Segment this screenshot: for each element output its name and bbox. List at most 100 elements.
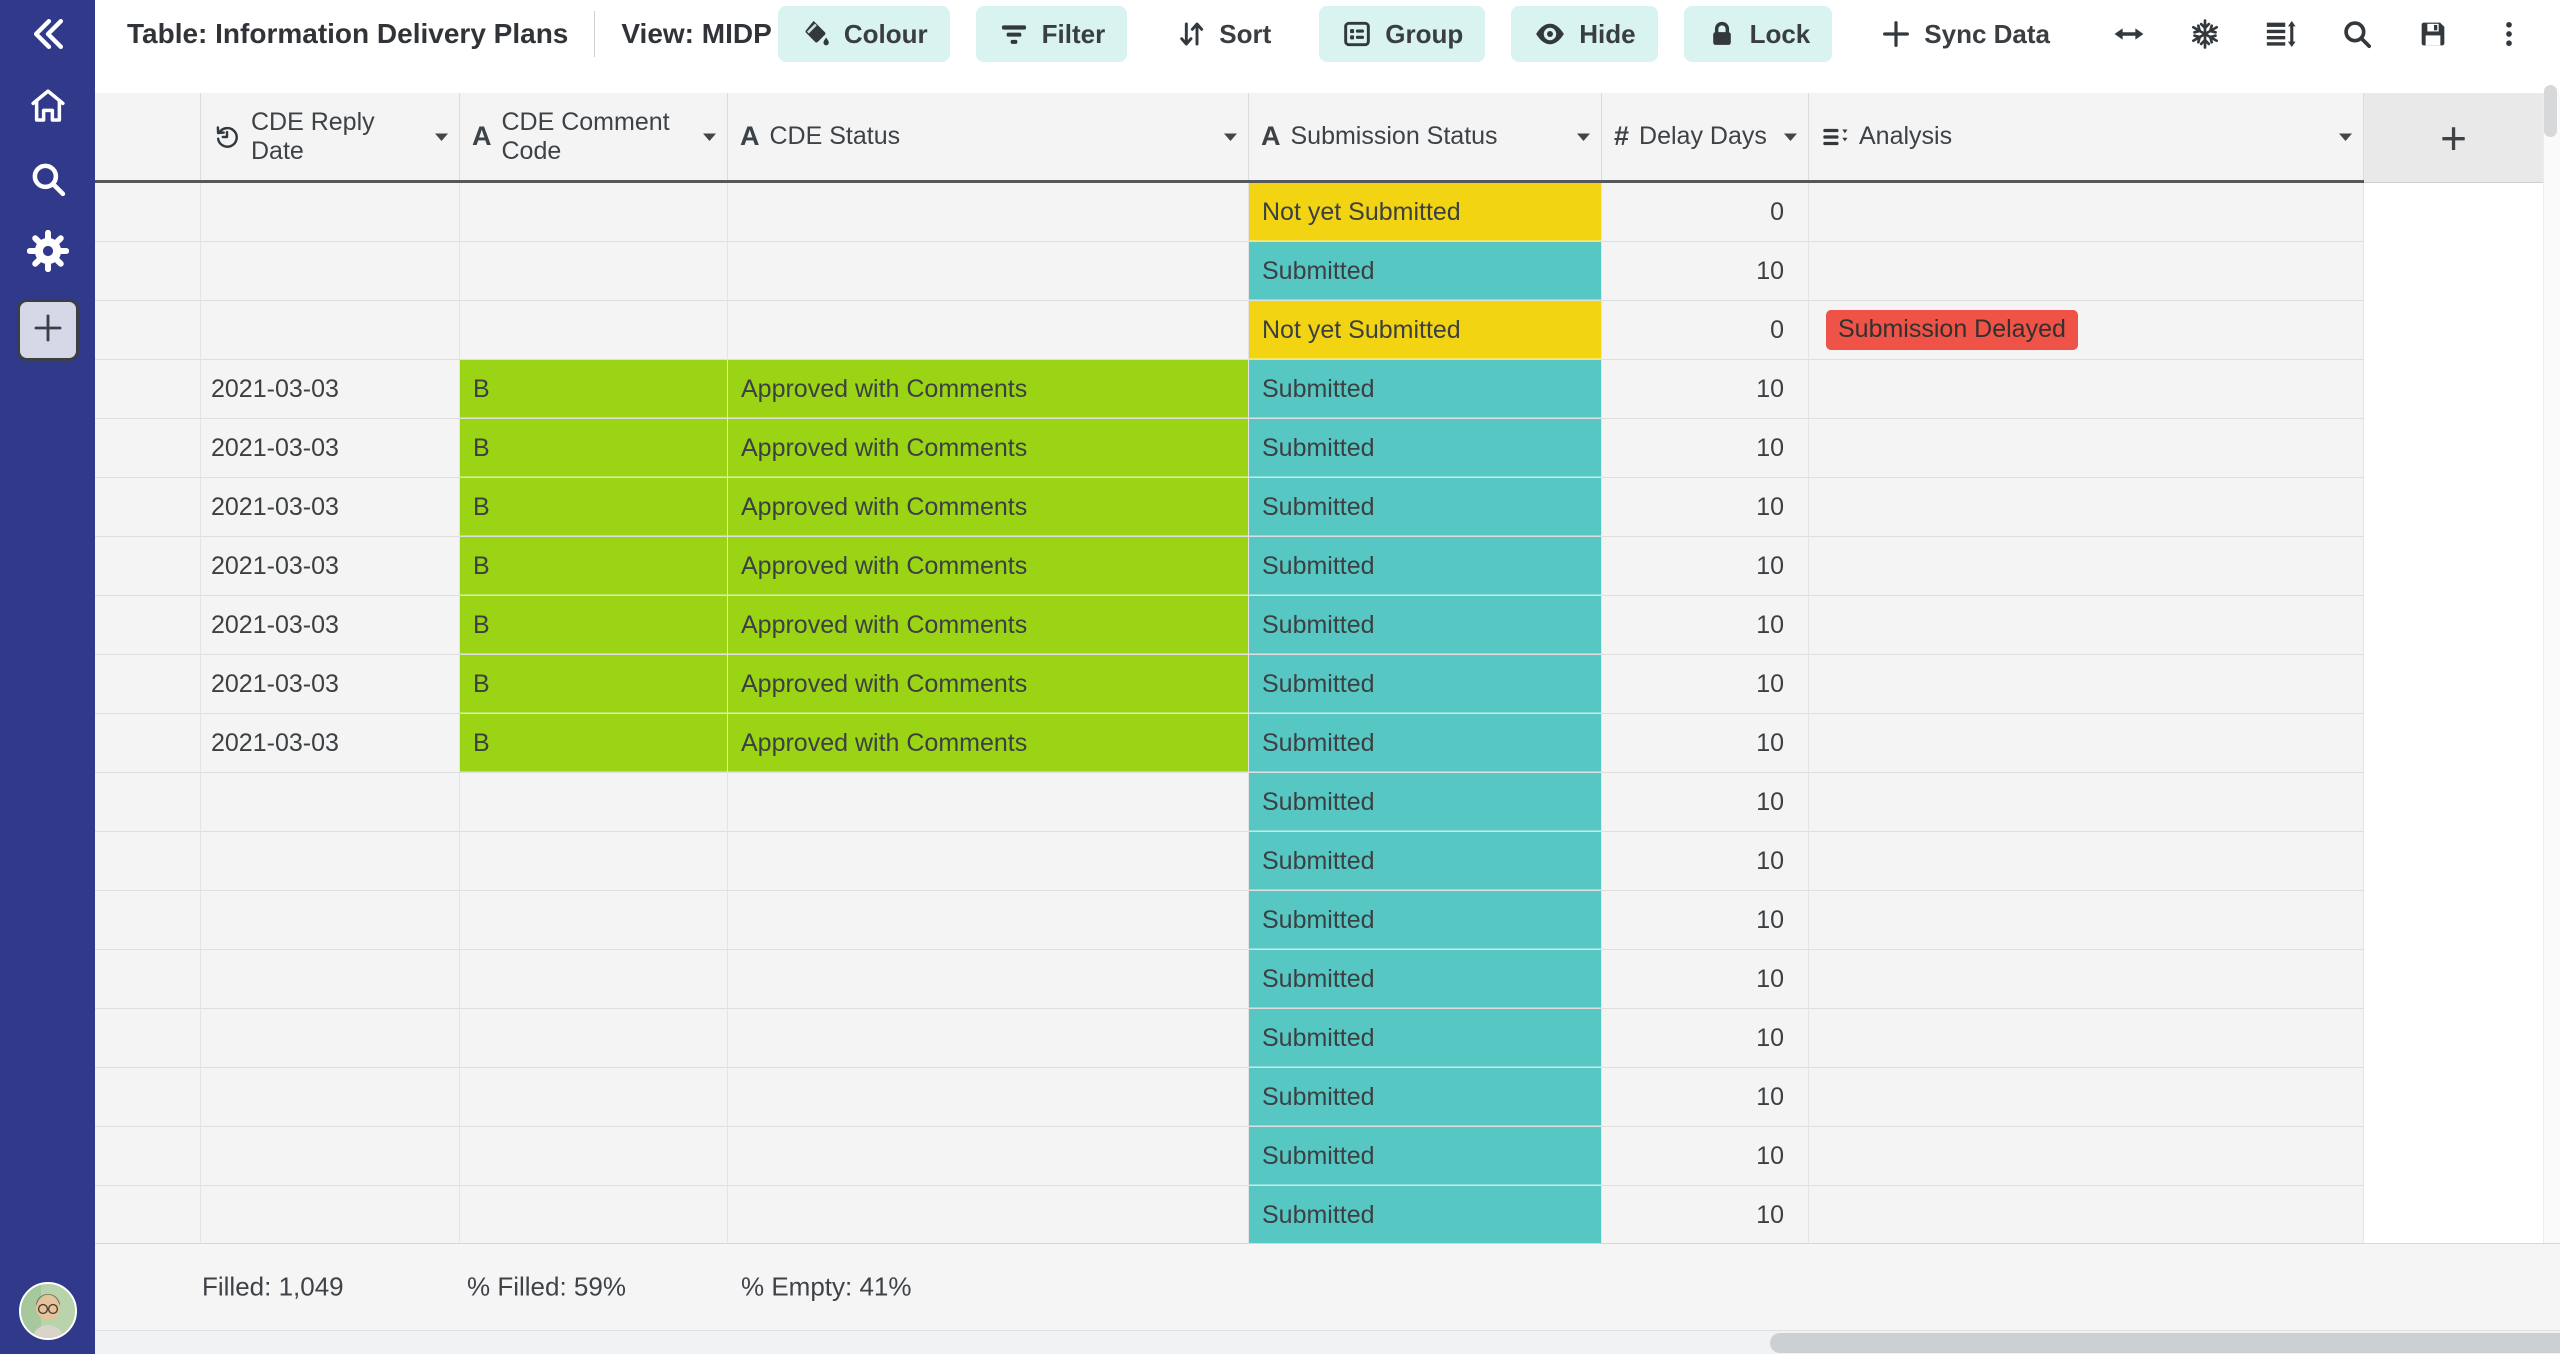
cell-cde-status[interactable] [728, 1009, 1249, 1068]
search-button[interactable] [2340, 17, 2374, 51]
cell-submission-status[interactable]: Submitted [1249, 714, 1602, 773]
chevron-down-icon[interactable] [1576, 132, 1591, 142]
cell-analysis[interactable] [1809, 596, 2364, 655]
cell-handle[interactable] [95, 1009, 201, 1068]
cell-comment-code[interactable] [460, 1186, 728, 1243]
cell-delay-days[interactable]: 10 [1602, 1186, 1809, 1243]
cell-comment-code[interactable] [460, 1009, 728, 1068]
cell-submission-status[interactable]: Submitted [1249, 655, 1602, 714]
cell-submission-status[interactable]: Not yet Submitted [1249, 301, 1602, 360]
freeze-button[interactable] [2188, 17, 2222, 51]
cell-analysis[interactable] [1809, 183, 2364, 242]
cell-reply-date[interactable] [201, 832, 460, 891]
column-header-cde-status[interactable]: A CDE Status [728, 93, 1249, 180]
cell-reply-date[interactable]: 2021-03-03 [201, 360, 460, 419]
cell-delay-days[interactable]: 10 [1602, 891, 1809, 950]
add-column-button[interactable]: + [2364, 93, 2543, 183]
cell-analysis[interactable] [1809, 832, 2364, 891]
cell-reply-date[interactable]: 2021-03-03 [201, 419, 460, 478]
cell-submission-status[interactable]: Submitted [1249, 478, 1602, 537]
column-header-comment-code[interactable]: A CDE Comment Code [460, 93, 728, 180]
group-button[interactable]: Group [1319, 6, 1486, 62]
cell-comment-code[interactable] [460, 891, 728, 950]
cell-delay-days[interactable]: 10 [1602, 773, 1809, 832]
cell-comment-code[interactable]: B [460, 419, 728, 478]
cell-delay-days[interactable]: 10 [1602, 655, 1809, 714]
cell-comment-code[interactable]: B [460, 360, 728, 419]
cell-delay-days[interactable]: 10 [1602, 242, 1809, 301]
cell-reply-date[interactable] [201, 242, 460, 301]
column-header-reply-date[interactable]: CDE Reply Date [201, 93, 460, 180]
cell-submission-status[interactable]: Submitted [1249, 1127, 1602, 1186]
cell-reply-date[interactable]: 2021-03-03 [201, 655, 460, 714]
cell-handle[interactable] [95, 714, 201, 773]
sidebar-item-search[interactable] [25, 158, 71, 204]
cell-submission-status[interactable]: Submitted [1249, 537, 1602, 596]
chevron-down-icon[interactable] [702, 132, 717, 142]
cell-submission-status[interactable]: Submitted [1249, 1068, 1602, 1127]
cell-analysis[interactable] [1809, 714, 2364, 773]
cell-analysis[interactable] [1809, 891, 2364, 950]
cell-reply-date[interactable]: 2021-03-03 [201, 596, 460, 655]
cell-delay-days[interactable]: 10 [1602, 1068, 1809, 1127]
column-header-analysis[interactable]: Analysis [1809, 93, 2364, 180]
cell-delay-days[interactable]: 10 [1602, 714, 1809, 773]
cell-handle[interactable] [95, 1068, 201, 1127]
cell-analysis[interactable] [1809, 478, 2364, 537]
cell-analysis[interactable] [1809, 655, 2364, 714]
chevron-down-icon[interactable] [434, 132, 449, 142]
cell-analysis[interactable]: Submission Delayed [1809, 301, 2364, 360]
cell-comment-code[interactable] [460, 1068, 728, 1127]
save-button[interactable] [2416, 17, 2450, 51]
cell-analysis[interactable] [1809, 1068, 2364, 1127]
cell-delay-days[interactable]: 10 [1602, 537, 1809, 596]
cell-reply-date[interactable] [201, 773, 460, 832]
cell-submission-status[interactable]: Submitted [1249, 950, 1602, 1009]
cell-analysis[interactable] [1809, 1127, 2364, 1186]
cell-handle[interactable] [95, 596, 201, 655]
cell-comment-code[interactable] [460, 301, 728, 360]
cell-cde-status[interactable]: Approved with Comments [728, 596, 1249, 655]
cell-cde-status[interactable] [728, 832, 1249, 891]
cell-comment-code[interactable] [460, 242, 728, 301]
cell-handle[interactable] [95, 478, 201, 537]
cell-cde-status[interactable] [728, 301, 1249, 360]
hide-button[interactable]: Hide [1511, 6, 1658, 62]
chevron-down-icon[interactable] [1223, 132, 1238, 142]
cell-delay-days[interactable]: 10 [1602, 596, 1809, 655]
cell-cde-status[interactable] [728, 1186, 1249, 1243]
cell-reply-date[interactable] [201, 891, 460, 950]
cell-cde-status[interactable]: Approved with Comments [728, 655, 1249, 714]
cell-cde-status[interactable] [728, 1127, 1249, 1186]
cell-analysis[interactable] [1809, 1009, 2364, 1068]
user-avatar[interactable] [18, 1282, 77, 1340]
resize-columns-button[interactable] [2112, 17, 2146, 51]
cell-reply-date[interactable]: 2021-03-03 [201, 537, 460, 596]
cell-comment-code[interactable] [460, 832, 728, 891]
cell-analysis[interactable] [1809, 773, 2364, 832]
sidebar-item-settings[interactable] [25, 229, 71, 276]
cell-analysis[interactable] [1809, 537, 2364, 596]
cell-cde-status[interactable] [728, 950, 1249, 1009]
cell-handle[interactable] [95, 537, 201, 596]
cell-analysis[interactable] [1809, 419, 2364, 478]
cell-cde-status[interactable]: Approved with Comments [728, 360, 1249, 419]
cell-submission-status[interactable]: Submitted [1249, 832, 1602, 891]
cell-delay-days[interactable]: 10 [1602, 419, 1809, 478]
cell-handle[interactable] [95, 183, 201, 242]
cell-delay-days[interactable]: 0 [1602, 301, 1809, 360]
more-button[interactable] [2492, 17, 2526, 51]
cell-reply-date[interactable] [201, 950, 460, 1009]
cell-comment-code[interactable]: B [460, 537, 728, 596]
cell-handle[interactable] [95, 301, 201, 360]
vertical-scrollbar-thumb[interactable] [2544, 85, 2557, 137]
cell-reply-date[interactable] [201, 1009, 460, 1068]
horizontal-scrollbar-thumb[interactable] [1770, 1333, 2560, 1353]
cell-comment-code[interactable] [460, 773, 728, 832]
cell-submission-status[interactable]: Submitted [1249, 596, 1602, 655]
cell-reply-date[interactable] [201, 1186, 460, 1243]
cell-analysis[interactable] [1809, 242, 2364, 301]
cell-analysis[interactable] [1809, 950, 2364, 1009]
cell-delay-days[interactable]: 10 [1602, 832, 1809, 891]
cell-cde-status[interactable]: Approved with Comments [728, 537, 1249, 596]
